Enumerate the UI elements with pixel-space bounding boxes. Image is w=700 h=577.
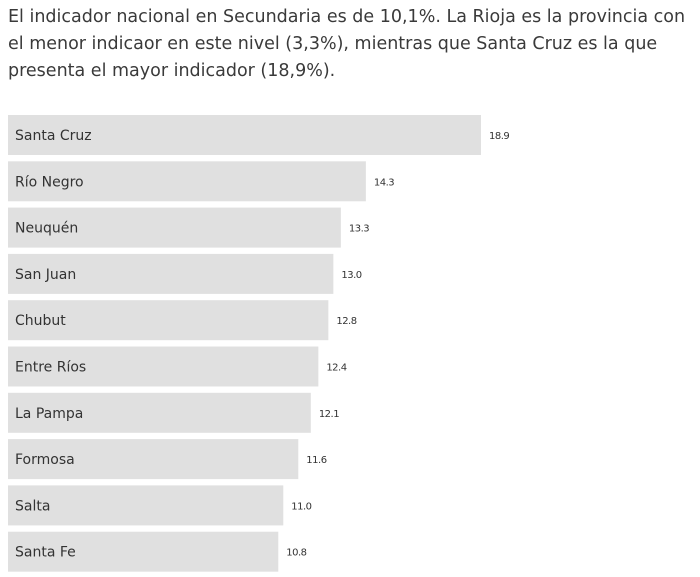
bar-group-chubut: Chubut 12.8 xyxy=(8,300,357,341)
bar-santa-fe xyxy=(8,531,279,572)
category-label: La Pampa xyxy=(15,406,83,422)
bar-group-la-pampa: La Pampa 12.1 xyxy=(8,392,340,433)
value-label: 12.8 xyxy=(336,316,356,327)
value-label: 11.0 xyxy=(291,501,311,512)
bar-salta xyxy=(8,485,284,526)
category-label: San Juan xyxy=(15,267,76,283)
value-label: 12.4 xyxy=(326,363,346,374)
category-label: Neuquén xyxy=(15,221,78,237)
bar-entre-rios xyxy=(8,346,319,387)
category-label: Chubut xyxy=(15,313,66,329)
value-label: 13.0 xyxy=(341,270,361,281)
bar-group-salta: Salta 11.0 xyxy=(8,485,312,526)
intro-text: El indicador nacional en Secundaria es d… xyxy=(8,7,686,81)
bar-rio-negro xyxy=(8,161,366,202)
bar-neuquen xyxy=(8,207,341,248)
category-label: Salta xyxy=(15,498,50,514)
value-label: 18.9 xyxy=(489,131,509,142)
category-label: Santa Fe xyxy=(15,545,76,561)
bar-group-neuquen: Neuquén 13.3 xyxy=(8,207,370,248)
bar-group-entre-rios: Entre Ríos 12.4 xyxy=(8,346,347,387)
value-label: 11.6 xyxy=(306,455,326,466)
category-label: Formosa xyxy=(15,452,75,468)
value-label: 12.1 xyxy=(319,409,339,420)
bar-la-pampa xyxy=(8,392,311,433)
value-label: 14.3 xyxy=(374,177,394,188)
category-label: Santa Cruz xyxy=(15,128,92,144)
bar-group-santa-cruz: Santa Cruz 18.9 xyxy=(8,115,510,155)
bar-chubut xyxy=(8,300,329,341)
category-label: Entre Ríos xyxy=(15,360,86,376)
value-label: 13.3 xyxy=(349,224,369,235)
value-label: 10.8 xyxy=(286,548,306,559)
bar-group-santa-fe: Santa Fe 10.8 xyxy=(8,531,307,572)
category-label: Río Negro xyxy=(15,174,84,190)
bar-formosa xyxy=(8,439,299,480)
bar-group-san-juan: San Juan 13.0 xyxy=(8,253,362,294)
bar-group-rio-negro: Río Negro 14.3 xyxy=(8,161,395,202)
bar-san-juan xyxy=(8,253,334,294)
bar-group-formosa: Formosa 11.6 xyxy=(8,439,327,480)
bar-santa-cruz xyxy=(8,115,481,155)
